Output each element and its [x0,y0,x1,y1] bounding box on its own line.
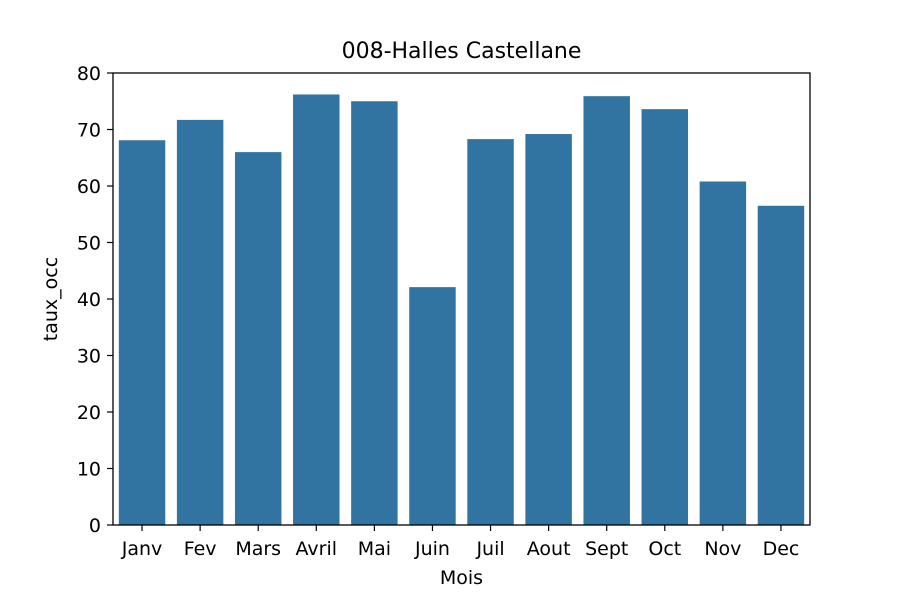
y-tick-label: 50 [77,233,101,255]
x-tick-label: Nov [704,538,741,560]
bars-layer [118,94,805,526]
bar-juil [467,139,514,526]
x-axis-label: Mois [440,567,483,589]
x-axis: Janv Fev Mars Avril Mai Juin Juil Aout Sept Oct No… [121,525,800,560]
bar-juin [409,287,456,525]
bar-sept [583,96,630,525]
x-tick-label: Aout [527,538,571,560]
y-axis: 0 10 20 30 40 50 60 70 80 [77,63,113,537]
chart-title: 008-Halles Castellane [342,39,582,64]
bar-janv [118,140,166,526]
y-tick-label: 30 [77,346,101,368]
bar-avril [293,94,340,525]
plot-frame [112,72,811,526]
y-tick-label: 20 [77,402,101,424]
bar-oct [641,109,689,525]
y-axis-label: taux_occ [40,257,62,341]
y-tick-label: 80 [77,63,101,85]
y-tick-label: 10 [77,459,101,481]
bar-mars [234,152,282,525]
bar-dec [757,205,805,525]
x-tick-label: Dec [763,538,800,560]
bar-nov [699,181,747,526]
bar-mai [351,101,398,525]
y-tick-label: 40 [77,289,101,311]
x-tick-label: Avril [296,538,338,560]
x-tick-label: Mars [235,538,281,560]
x-tick-label: Janv [121,538,163,560]
x-tick-label: Oct [648,538,681,560]
y-tick-label: 60 [77,176,101,198]
y-tick-label: 0 [89,515,101,537]
x-tick-label: Sept [585,538,628,560]
y-tick-label: 70 [77,120,101,142]
bar-fev [176,119,224,526]
x-tick-label: Juil [475,538,504,560]
bar-aout [525,134,572,525]
x-tick-label: Fev [184,538,217,560]
x-tick-label: Mai [358,538,391,560]
x-tick-label: Juin [414,538,450,560]
